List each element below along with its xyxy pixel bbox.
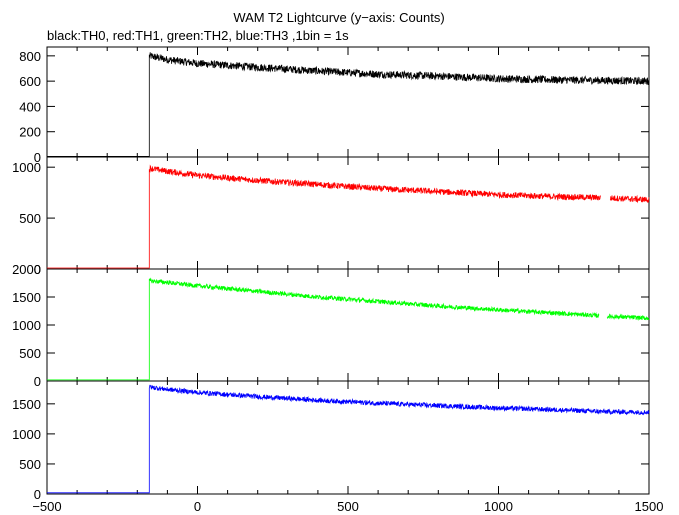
x-tick-label: 500	[337, 499, 359, 514]
series-line-2	[47, 277, 650, 381]
panel-3: 0 500 1000 1500	[12, 380, 650, 502]
y-tick-label: 0	[34, 374, 41, 389]
panel-frame	[46, 380, 650, 495]
y-tick-label: 400	[19, 99, 41, 114]
y-tick-label: 1000	[12, 160, 41, 175]
panel-frame	[46, 156, 650, 270]
y-tick-label: 200	[19, 125, 41, 140]
panel-2: 0 500 1000 1500 2000	[12, 262, 650, 389]
y-tick-label: 500	[19, 346, 41, 361]
series-line-0	[47, 52, 650, 157]
y-tick-label: 1000	[12, 427, 41, 442]
y-tick-label: 600	[19, 74, 41, 89]
y-tick-label: 1000	[12, 318, 41, 333]
chart-title: WAM T2 Lightcurve (y−axis: Counts)	[233, 10, 444, 25]
panel-1: 0 500 1000	[12, 156, 650, 277]
y-tick-label: 1500	[12, 290, 41, 305]
y-tick-label: 2000	[12, 262, 41, 277]
x-tick-label: −500	[32, 499, 61, 514]
y-tick-label: 0	[34, 150, 41, 165]
x-tick-label: 1500	[635, 499, 664, 514]
series-line-1	[47, 164, 650, 269]
panel-group: 0200400600800050010000500100015002000050…	[12, 46, 650, 502]
x-axis: −500 0 500 1000 1500	[32, 499, 663, 514]
y-tick-label: 0	[34, 262, 41, 277]
x-tick-label: 0	[194, 499, 201, 514]
panel-frame	[46, 46, 650, 158]
y-tick-label: 500	[19, 457, 41, 472]
chart-subtitle: black:TH0, red:TH1, green:TH2, blue:TH3 …	[47, 28, 349, 43]
panel-frame	[46, 268, 650, 382]
series-line-3	[47, 384, 650, 494]
y-tick-label: 1500	[12, 397, 41, 412]
y-tick-label: 800	[19, 49, 41, 64]
panel-0: 0 200 400 600 800	[19, 46, 650, 165]
x-tick-label: 1000	[484, 499, 513, 514]
y-tick-label: 0	[34, 487, 41, 502]
y-tick-label: 500	[19, 211, 41, 226]
